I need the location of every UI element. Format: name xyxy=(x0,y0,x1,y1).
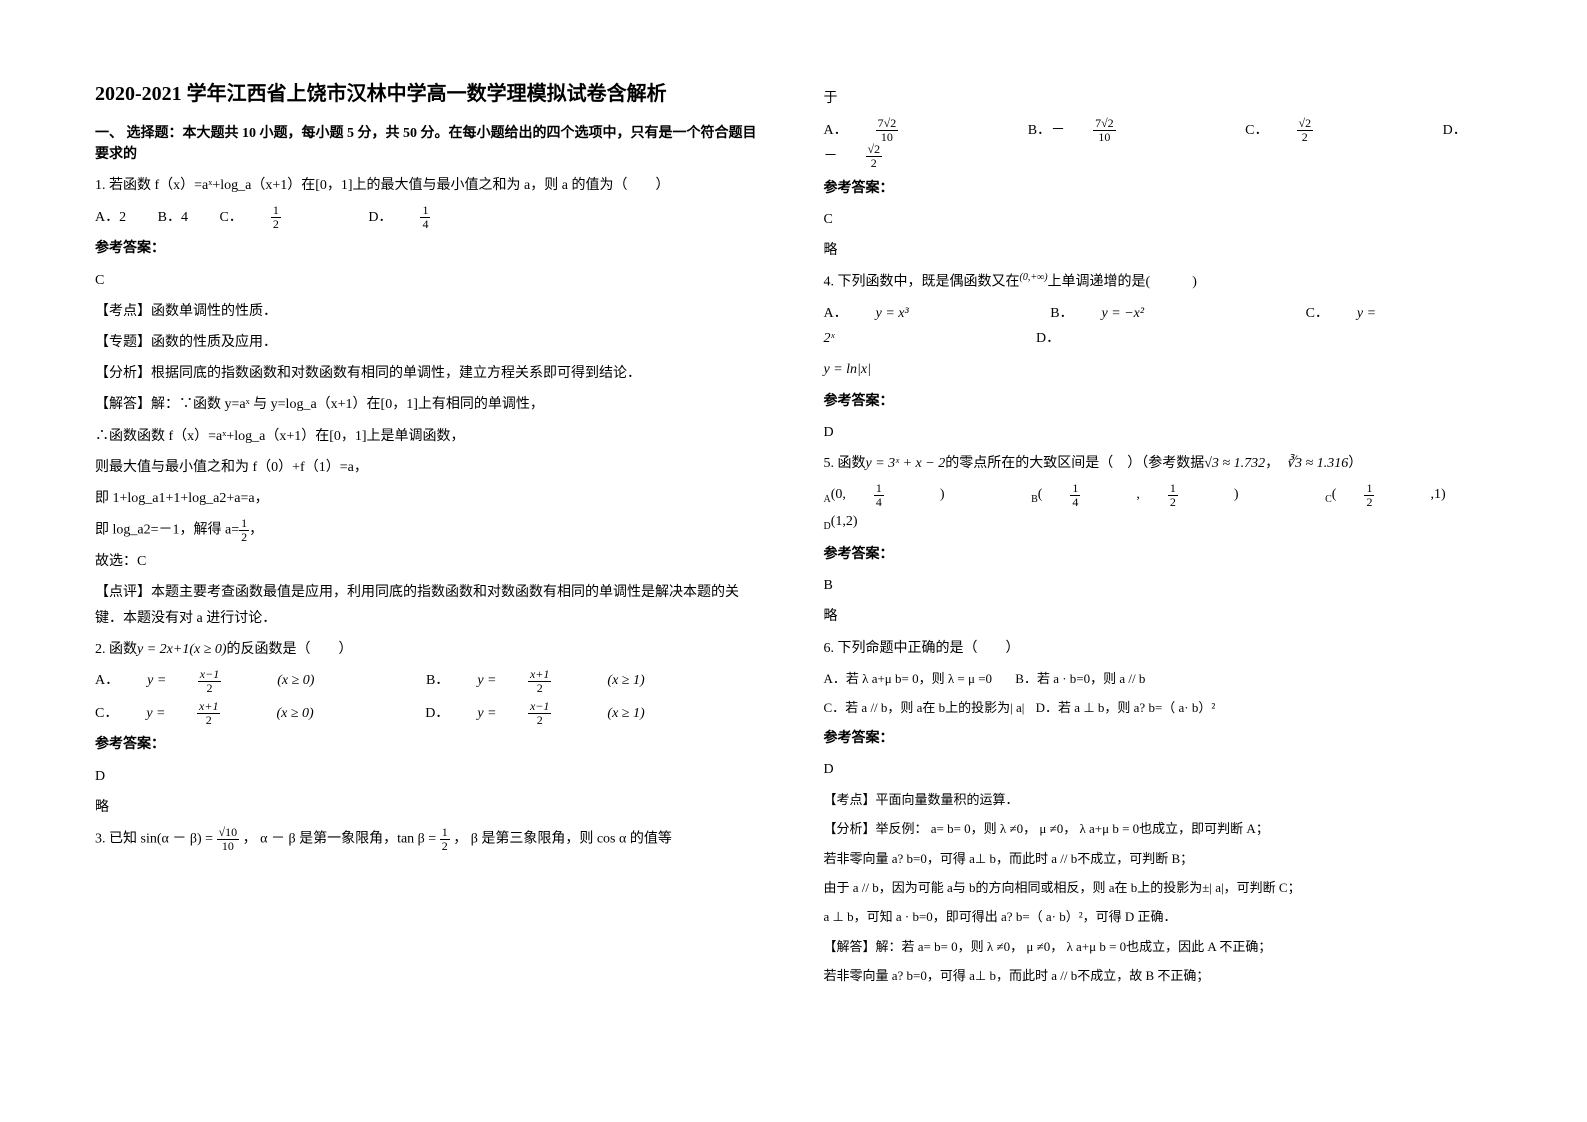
q3-ans: C xyxy=(824,207,1493,232)
q5-stem: 5. 函数y = 3ˣ + x − 2的零点所在的大致区间是（ ）（参考数据√3… xyxy=(824,451,1493,476)
q4-opt-d: y = ln|x| xyxy=(824,357,1493,382)
q6-stem: 6. 下列命题中正确的是（ ） xyxy=(824,636,1493,661)
q2-options-row1: A．y = x−12(x ≥ 0) B．y = x+12(x ≥ 1) xyxy=(95,668,764,694)
q6-jieda-2: 若非零向量 a? b=0，可得 a⊥ b，而此时 a // b不成立，故 B 不… xyxy=(824,964,1493,987)
q3-ans-label: 参考答案： xyxy=(824,176,1493,201)
q6-opt-a: A．若 λ a+μ b= 0，则 λ = μ =0 xyxy=(824,671,993,686)
q4-opt-d-label: D． xyxy=(1036,331,1060,346)
q1-dianping: 【点评】本题主要考查函数最值是应用，利用同底的指数函数和对数函数有相同的单调性是… xyxy=(95,580,764,630)
q6-opt-b: B．若 a · b=0，则 a // b xyxy=(1015,671,1145,686)
q6-jieda-1: 【解答】解：若 a= b= 0，则 λ ≠0， μ ≠0， λ a+μ b = … xyxy=(824,935,1493,958)
q2-lue: 略 xyxy=(95,795,764,820)
q2-ans: D xyxy=(95,764,764,789)
q6-opts-row1: A．若 λ a+μ b= 0，则 λ = μ =0 B．若 a · b=0，则 … xyxy=(824,667,1493,690)
q3-opt-c: C．√22 xyxy=(1245,123,1369,138)
q1-ans-label: 参考答案： xyxy=(95,236,764,261)
q4-opt-b: B．y = −x² xyxy=(1050,306,1172,321)
q3-opt-a: A．7√210 xyxy=(824,123,955,138)
q1-stem: 1. 若函数 f（x）=aˣ+log_a（x+1）在[0，1]上的最大值与最小值… xyxy=(95,173,764,198)
q1-zhuanti: 【专题】函数的性质及应用． xyxy=(95,330,764,355)
q4-stem: 4. 下列函数中，既是偶函数又在(0,+∞)上单调递增的是( ) xyxy=(824,269,1493,295)
q6-fenxi-4: a ⊥ b，可知 a · b=0，即可得出 a? b=（ a· b）²，可得 D… xyxy=(824,905,1493,928)
q1-jieda-5: 即 log_a2=－1，解得 a=12， xyxy=(95,517,764,543)
q1-options: A．2 B．4 C．12 D．14 xyxy=(95,204,764,230)
q1-jieda-3: 则最大值与最小值之和为 f（0）+f（1）=a， xyxy=(95,455,764,480)
q1-jieda-6: 故选：C xyxy=(95,549,764,574)
q3-options: A．7√210 B．－7√210 C．√22 D．－√22 xyxy=(824,117,1493,169)
q5-ans: B xyxy=(824,573,1493,598)
q5-lue: 略 xyxy=(824,604,1493,629)
section1-head: 一、 选择题：本大题共 10 小题，每小题 5 分，共 50 分。在每小题给出的… xyxy=(95,123,764,165)
q6-opts-row2: C．若 a // b，则 a在 b上的投影为| a| D．若 a ⊥ b，则 a… xyxy=(824,696,1493,719)
q6-opt-d: D．若 a ⊥ b，则 a? b=（ a· b）² xyxy=(1036,700,1216,715)
q5-ans-label: 参考答案： xyxy=(824,542,1493,567)
q6-fenxi-2: 若非零向量 a? b=0，可得 a⊥ b，而此时 a // b不成立，可判断 B… xyxy=(824,847,1493,870)
q1-opt-d: D．14 xyxy=(368,210,486,225)
q3-stem: 3. 已知 sin(α － β) = √1010 ， α － β 是第一象限角，… xyxy=(95,826,764,852)
q2-opt-b: B．y = x+12(x ≥ 1) xyxy=(426,673,673,688)
q1-ans: C xyxy=(95,268,764,293)
q2-stem: 2. 函数y = 2x+1(x ≥ 0)的反函数是（ ） xyxy=(95,637,764,662)
q6-ans: D xyxy=(824,757,1493,782)
q6-opt-c: C．若 a // b，则 a在 b上的投影为| a| xyxy=(824,700,1025,715)
q1-jieda-2: ∴函数函数 f（x）=aˣ+log_a（x+1）在[0，1]上是单调函数， xyxy=(95,424,764,449)
q2-opt-c: C．y = x+12(x ≥ 0) xyxy=(95,706,345,721)
q5-opt-b: B(14,12) xyxy=(1031,487,1270,502)
q4-ans: D xyxy=(824,420,1493,445)
q5-opt-a: A(0,14) xyxy=(824,487,977,502)
q2-opt-a: A．y = x−12(x ≥ 0) xyxy=(95,673,346,688)
page-title: 2020-2021 学年江西省上饶市汉林中学高一数学理模拟试卷含解析 xyxy=(95,80,764,109)
q6-fenxi-1: 【分析】举反例： a= b= 0，则 λ ≠0， μ ≠0， λ a+μ b =… xyxy=(824,817,1493,840)
q1-kaodian: 【考点】函数单调性的性质． xyxy=(95,299,764,324)
q1-opt-c: C．12 xyxy=(219,210,336,225)
q6-ans-label: 参考答案： xyxy=(824,726,1493,751)
q5-opt-c: C(12,1) xyxy=(1325,487,1474,502)
q1-fenxi: 【分析】根据同底的指数函数和对数函数有相同的单调性，建立方程关系即可得到结论． xyxy=(95,361,764,386)
q2-ans-label: 参考答案： xyxy=(95,732,764,757)
q4-options: A．y = x³ B．y = −x² C．y = 2ˣ D． xyxy=(824,301,1493,351)
q2-opt-d: D．y = x−12(x ≥ 1) xyxy=(425,706,672,721)
q1-opt-b: B．4 xyxy=(158,210,188,225)
q1-opt-a: A．2 xyxy=(95,210,126,225)
q4-ans-label: 参考答案： xyxy=(824,389,1493,414)
q1-jieda-1: 【解答】解：∵函数 y=aˣ 与 y=log_a（x+1）在[0，1]上有相同的… xyxy=(95,392,764,417)
q1-jieda-4: 即 1+log_a1+1+log_a2+a=a， xyxy=(95,486,764,511)
q4-opt-a: A．y = x³ xyxy=(824,306,937,321)
q2-options-row2: C．y = x+12(x ≥ 0) D．y = x−12(x ≥ 1) xyxy=(95,700,764,726)
q3-lue: 略 xyxy=(824,238,1493,263)
q3-opt-b: B．－7√210 xyxy=(1028,123,1172,138)
q3-cont: 于 xyxy=(824,86,1493,111)
q5-options: A(0,14) B(14,12) C(12,1) D(1,2) xyxy=(824,482,1493,536)
q6-fenxi-3: 由于 a // b，因为可能 a与 b的方向相同或相反，则 a在 b上的投影为±… xyxy=(824,876,1493,899)
q5-opt-d: D(1,2) xyxy=(824,514,886,529)
q6-kaodian: 【考点】平面向量数量积的运算． xyxy=(824,788,1493,811)
